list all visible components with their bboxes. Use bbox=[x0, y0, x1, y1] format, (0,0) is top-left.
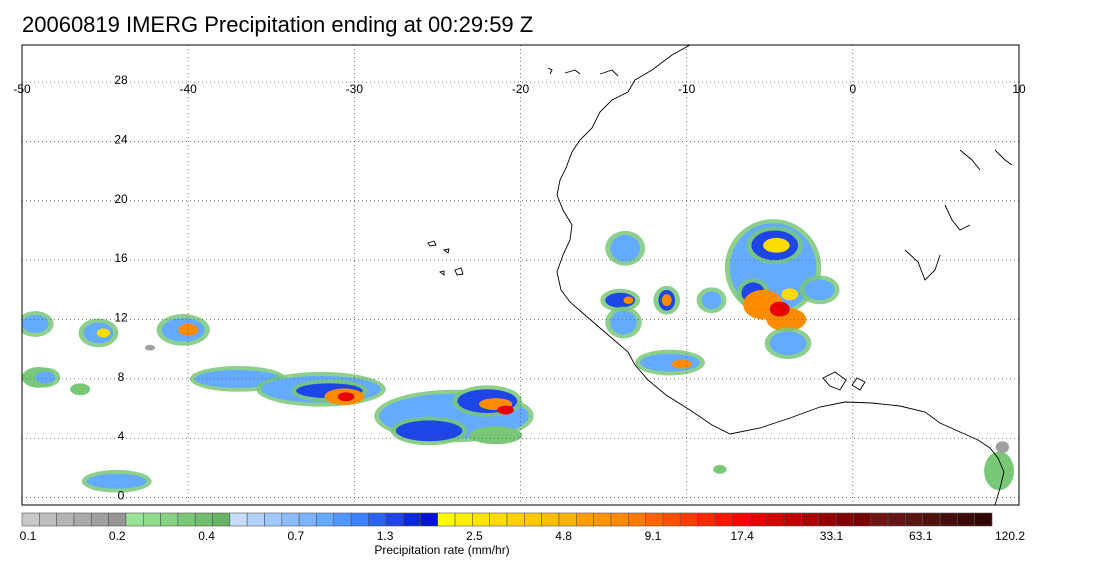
precip-cell bbox=[804, 279, 835, 301]
lon-tick-label: -30 bbox=[346, 82, 364, 96]
lat-tick-label: 24 bbox=[114, 132, 128, 146]
island-1 bbox=[427, 240, 437, 247]
precip-cell bbox=[995, 441, 1010, 454]
lat-tick-label: 20 bbox=[114, 192, 128, 206]
map-title: 20060819 IMERG Precipitation ending at 0… bbox=[22, 12, 534, 37]
precip-cell bbox=[35, 371, 56, 384]
precip-cell bbox=[337, 392, 355, 402]
lon-tick-label: -10 bbox=[678, 82, 696, 96]
lat-tick-label: 28 bbox=[114, 73, 128, 87]
lon-tick-label: -40 bbox=[179, 82, 197, 96]
precip-cell bbox=[144, 344, 155, 351]
lat-tick-label: 4 bbox=[118, 429, 125, 443]
precip-cell bbox=[468, 426, 523, 445]
river-3 bbox=[959, 149, 981, 171]
lat-tick-label: 0 bbox=[118, 489, 125, 503]
precip-cell bbox=[713, 464, 727, 474]
river-4 bbox=[994, 149, 1013, 166]
precip-cell bbox=[671, 359, 692, 369]
coast-detail-1 bbox=[547, 67, 553, 75]
precip-cell bbox=[497, 405, 514, 415]
coast-detail-3 bbox=[599, 69, 619, 77]
river-2 bbox=[944, 204, 971, 231]
precip-cell bbox=[610, 310, 637, 335]
island-2 bbox=[442, 248, 450, 254]
precip-cell bbox=[605, 292, 636, 308]
lat-tick-label: 12 bbox=[114, 311, 128, 325]
lat-tick-label: 16 bbox=[114, 251, 128, 265]
precip-cell bbox=[395, 420, 463, 442]
precip-cell bbox=[96, 328, 111, 338]
island-4 bbox=[438, 270, 445, 276]
precip-cell bbox=[769, 331, 807, 356]
precip-cell bbox=[623, 296, 634, 304]
precip-cell bbox=[701, 291, 722, 310]
precip-cell bbox=[661, 294, 672, 307]
precip-cell bbox=[70, 383, 91, 396]
precip-cell bbox=[86, 473, 147, 489]
lake-niger-2 bbox=[851, 377, 866, 391]
river-1 bbox=[904, 249, 941, 281]
coastline bbox=[427, 45, 1013, 505]
precip-cell bbox=[22, 315, 49, 333]
lon-tick-label: -20 bbox=[512, 82, 530, 96]
coast-detail-2 bbox=[564, 69, 581, 75]
map-frame bbox=[21, 44, 1020, 506]
precip-cell bbox=[763, 237, 790, 253]
lat-tick-label: 8 bbox=[118, 370, 125, 384]
precip-cell bbox=[984, 451, 1015, 491]
precip-cell bbox=[781, 288, 798, 301]
africa-west-coast bbox=[556, 45, 1005, 505]
precipitation-layer bbox=[22, 219, 1015, 493]
lake-niger-1 bbox=[822, 371, 847, 391]
island-3 bbox=[454, 267, 464, 276]
precip-cell bbox=[610, 234, 641, 262]
precip-cell bbox=[769, 301, 790, 317]
lon-tick-label: 0 bbox=[849, 82, 856, 96]
